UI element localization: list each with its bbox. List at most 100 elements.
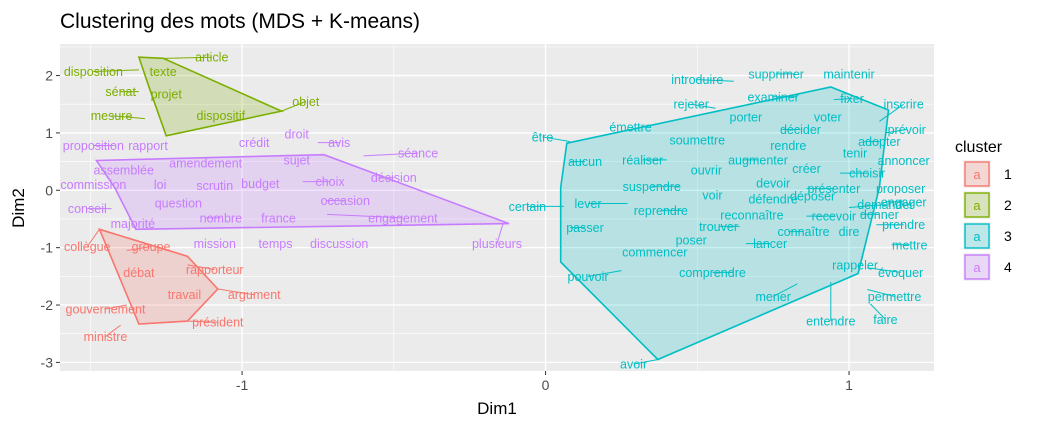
leader-line: [363, 152, 419, 157]
cluster-hull-3: [559, 86, 890, 361]
word-label: réaliser: [622, 153, 663, 167]
leader-line: [833, 98, 853, 101]
word-label: augmenter: [728, 153, 788, 167]
legend-key-bg: [963, 191, 991, 219]
word-label: examiner: [747, 90, 798, 104]
word-label: travail: [168, 288, 201, 302]
word-label: majorité: [111, 217, 156, 231]
word-label: décision: [371, 171, 417, 185]
word-label: voter: [814, 110, 842, 124]
word-label: aucun: [568, 155, 602, 169]
legend-key-bg: [963, 222, 991, 250]
legend-key-swatch: [964, 192, 990, 218]
word-label: proposer: [876, 182, 925, 196]
word-label: avoir: [620, 358, 647, 372]
word-label: maintenir: [823, 67, 874, 81]
word-label: budget: [241, 177, 280, 191]
word-label: suspendre: [623, 180, 681, 194]
leader-line: [772, 283, 798, 297]
cluster-hull-4: [94, 153, 510, 231]
word-label: rapport: [128, 139, 168, 153]
word-label: lancer: [753, 237, 787, 251]
grid-lines: [60, 44, 934, 371]
leader-line: [217, 288, 255, 296]
word-label: mener: [755, 290, 790, 304]
legend-key-glyph: a: [973, 229, 981, 244]
word-label: reprendre: [634, 204, 688, 218]
legend-label: 4: [1004, 259, 1012, 275]
word-label: france: [261, 211, 296, 225]
word-label: argument: [228, 288, 281, 302]
word-label: pouvoir: [568, 270, 609, 284]
word-label: choix: [315, 175, 345, 189]
legend-label: 3: [1004, 228, 1012, 244]
y-tick-label: -2: [41, 297, 54, 313]
legend-key-bg: [963, 253, 991, 281]
word-label: permettre: [868, 290, 922, 304]
leader-line: [327, 213, 403, 219]
word-label: émettre: [609, 121, 651, 135]
word-label: droit: [285, 128, 310, 142]
cluster-hull-1: [98, 228, 219, 325]
word-label: sénat: [105, 85, 136, 99]
word-label: fixer: [840, 92, 864, 106]
word-label: poser: [676, 234, 707, 248]
leader-line: [869, 303, 886, 320]
word-label: texte: [150, 65, 177, 79]
x-tick-label: -1: [236, 377, 249, 393]
word-label: tenir: [843, 147, 867, 161]
word-label: demander: [857, 198, 913, 212]
word-label: question: [155, 196, 202, 210]
word-label: déposer: [790, 190, 835, 204]
word-label: introduire: [671, 73, 723, 87]
word-label: débat: [123, 266, 155, 280]
word-label: passer: [566, 221, 604, 235]
legend-key-glyph: a: [973, 260, 981, 275]
legend-key-glyph: a: [973, 198, 981, 213]
word-label: crédit: [239, 136, 270, 150]
word-label: présenter: [807, 182, 860, 196]
word-label: proposition: [63, 139, 124, 153]
word-label: voir: [702, 188, 722, 202]
leader-line: [542, 136, 570, 143]
y-axis-title: Dim2: [9, 188, 28, 228]
word-label: comprendre: [679, 266, 746, 280]
legend-key-swatch: [964, 223, 990, 249]
leader-line: [697, 79, 734, 82]
word-label: supprimer: [748, 67, 804, 81]
legend-label: 1: [1004, 166, 1012, 182]
leader-line: [105, 304, 127, 310]
word-label: connaître: [777, 225, 829, 239]
word-label: mesure: [91, 109, 133, 123]
word-label: recevoir: [812, 210, 856, 224]
word-label: commission: [60, 178, 126, 192]
word-label: ouvrir: [691, 164, 722, 178]
word-label: occasion: [321, 194, 370, 208]
word-label: ministre: [84, 330, 128, 344]
leader-line: [848, 204, 886, 208]
leader-line: [633, 359, 658, 365]
word-label: nombre: [200, 211, 242, 225]
word-label: inscrire: [884, 98, 924, 112]
legend-key-glyph: a: [973, 167, 981, 182]
word-label: adopter: [858, 135, 900, 149]
word-label: président: [192, 316, 244, 330]
word-label: défendre: [748, 192, 797, 206]
leader-line: [86, 229, 100, 247]
word-label: loi: [154, 178, 167, 192]
word-label: être: [532, 130, 554, 144]
word-label: soumettre: [669, 133, 725, 147]
leader-line: [105, 324, 121, 337]
legend-key-bg: [963, 160, 991, 188]
word-label: commencer: [622, 246, 687, 260]
leader-line: [587, 270, 622, 277]
word-label: choisir: [849, 167, 885, 181]
word-label: projet: [151, 87, 183, 101]
x-axis-ticks: -1 0 1: [236, 371, 853, 393]
word-label: rappeler: [832, 258, 878, 272]
word-label: rejeter: [674, 98, 709, 112]
word-label: mission: [194, 237, 236, 251]
word-label: conseil: [68, 202, 107, 216]
word-label: rendre: [770, 139, 806, 153]
